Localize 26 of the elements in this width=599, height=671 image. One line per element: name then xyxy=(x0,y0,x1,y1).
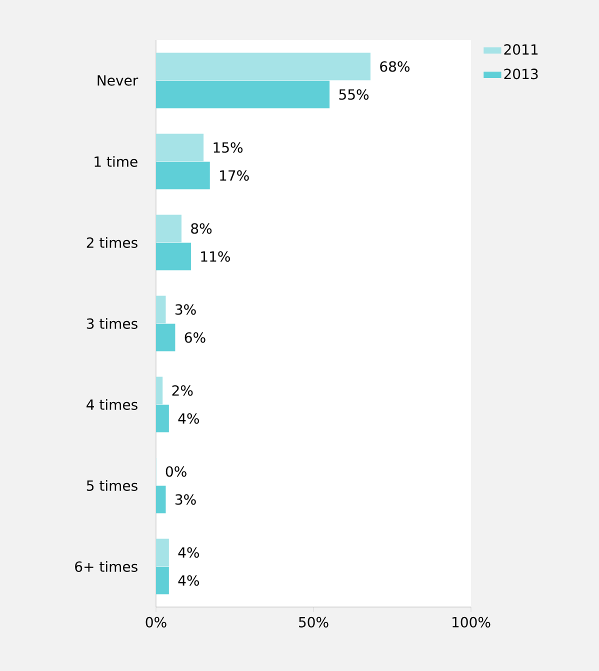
data-label: 55% xyxy=(339,89,369,100)
y-tick-label: 3 times xyxy=(86,318,138,329)
data-label: 15% xyxy=(214,142,243,153)
data-label: 4% xyxy=(178,575,199,586)
data-label: 11% xyxy=(201,251,230,262)
y-tick-label: 4 times xyxy=(86,399,138,410)
y-tick-label: Never xyxy=(98,75,138,86)
y-tick-label: 5 times xyxy=(86,480,138,491)
y-tick-label: 1 time xyxy=(94,156,138,167)
data-label: 3% xyxy=(175,304,196,315)
x-tick-label: 0% xyxy=(146,616,166,628)
data-label: 4% xyxy=(178,547,199,558)
data-label: 0% xyxy=(166,466,186,477)
data-label: 4% xyxy=(178,413,199,424)
x-tick-label: 100% xyxy=(452,616,490,628)
data-label: 6% xyxy=(184,332,206,343)
legend-label: 2013 xyxy=(504,68,538,80)
data-label: 8% xyxy=(191,223,212,234)
y-tick-label: 2 times xyxy=(86,237,138,248)
data-label: 17% xyxy=(220,170,249,181)
data-label: 2% xyxy=(172,385,193,396)
legend-label: 2011 xyxy=(504,44,538,55)
data-label: 3% xyxy=(175,494,196,505)
y-tick-label: 6+ times xyxy=(75,561,138,572)
data-label: 68% xyxy=(380,61,410,72)
x-tick-label: 50% xyxy=(299,616,328,628)
